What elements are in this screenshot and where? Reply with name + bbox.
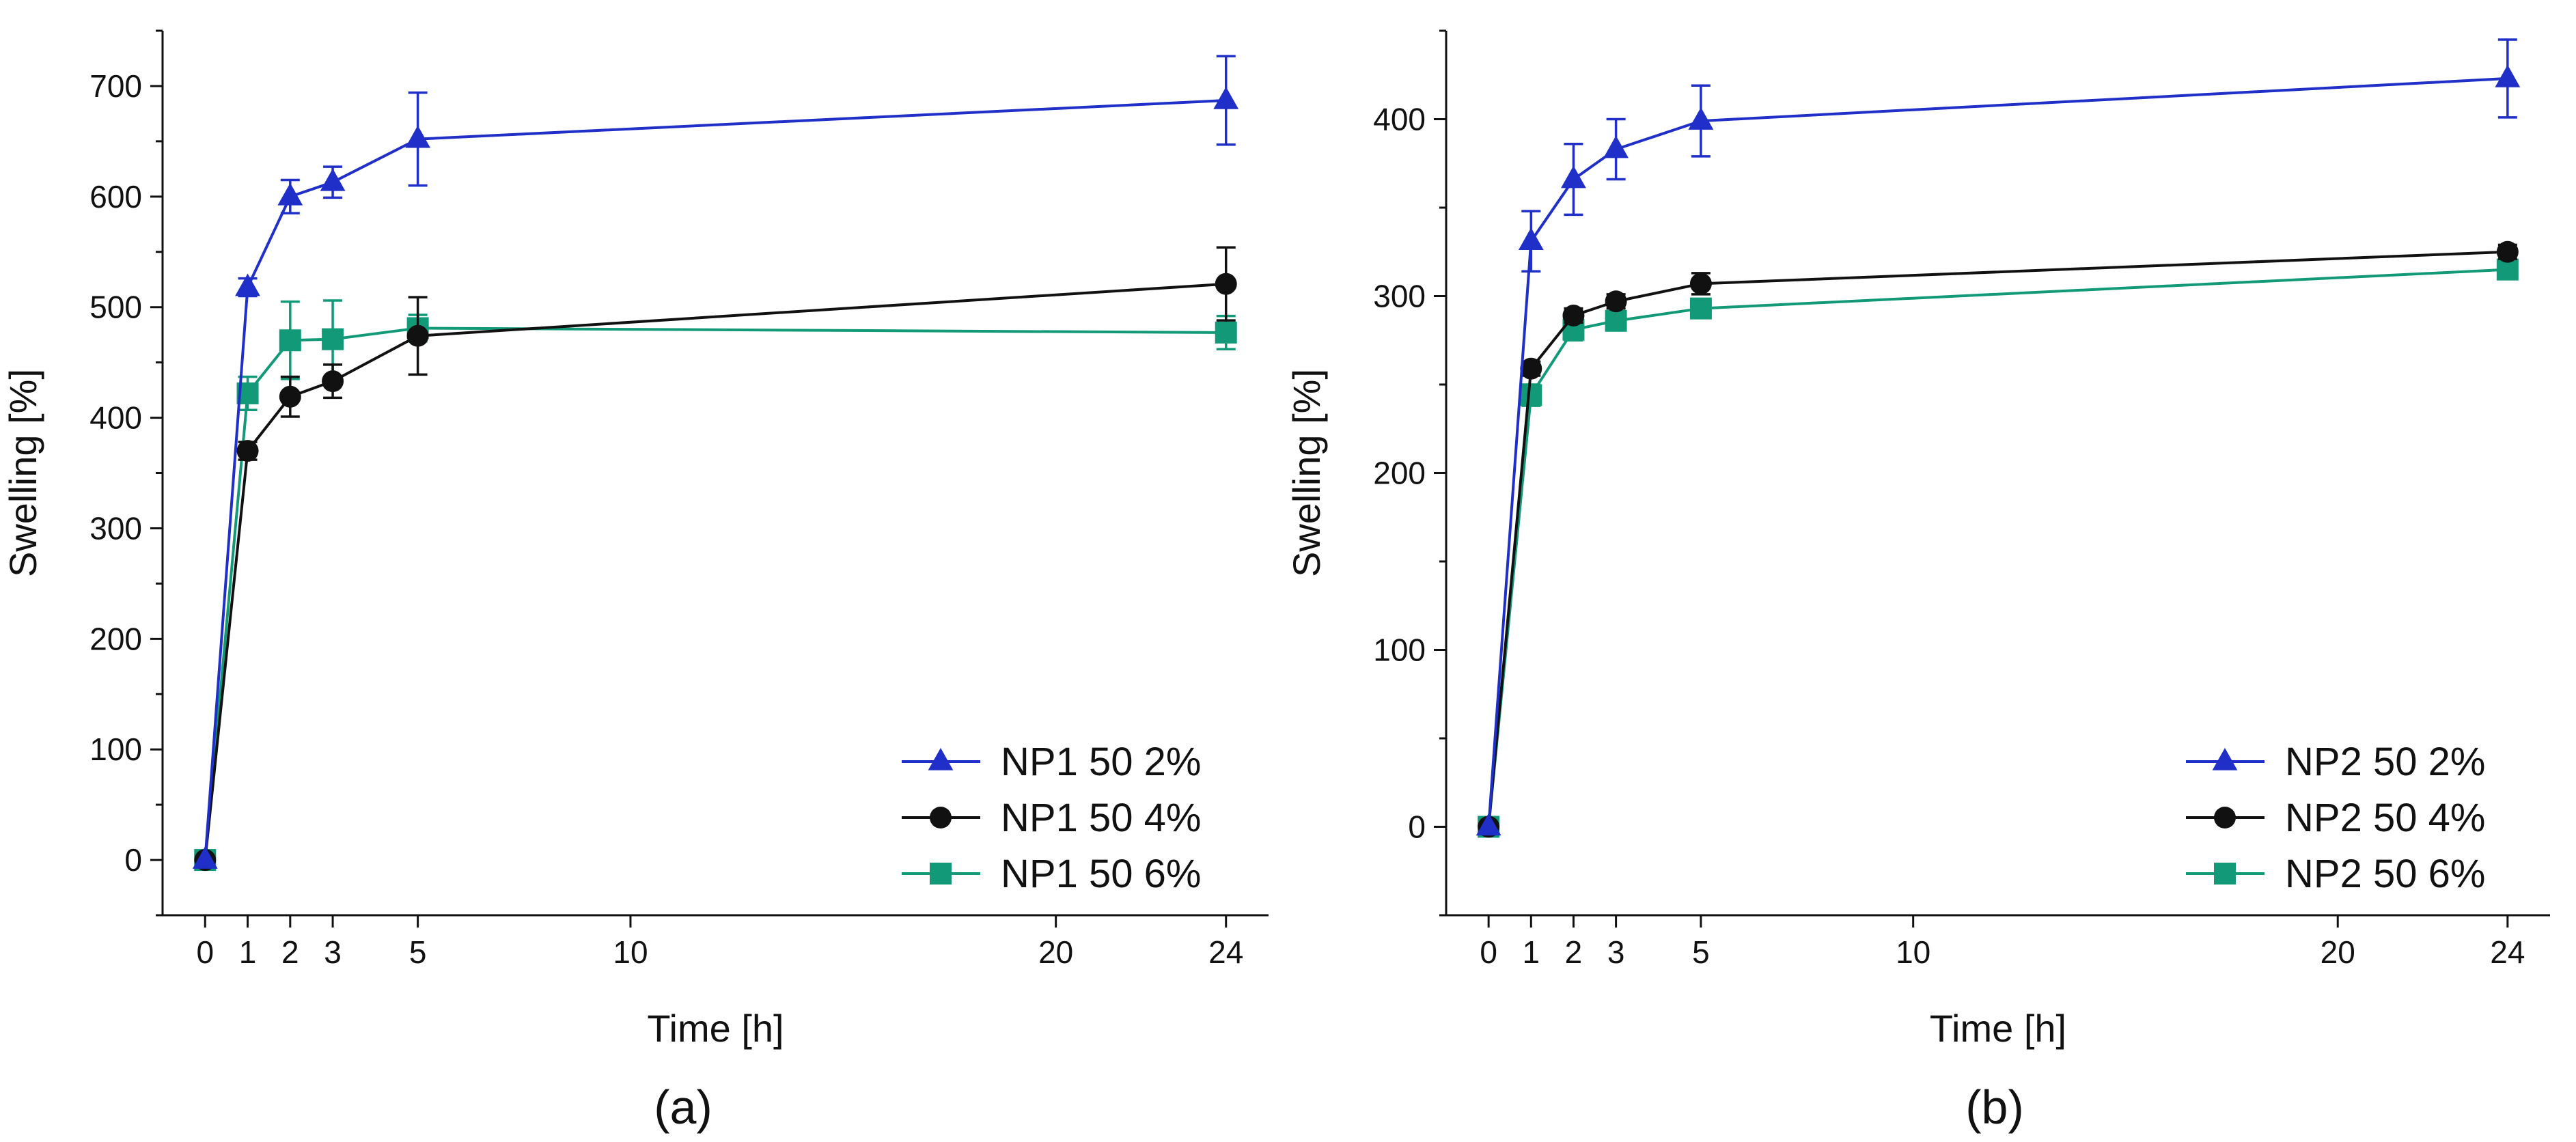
panel-a-legend-marker xyxy=(928,748,954,770)
panel-a-data-point xyxy=(320,168,346,191)
panel-b-legend-marker xyxy=(2214,807,2236,828)
panel-a-y-tick-label: 500 xyxy=(89,290,142,325)
panel-a-legend-marker xyxy=(930,807,952,828)
panel-a-x-tick-label: 1 xyxy=(239,934,257,970)
panel-b-data-point xyxy=(1605,290,1627,313)
panel-b-x-tick-label: 10 xyxy=(1896,934,1930,970)
panel-a-x-tick-label: 20 xyxy=(1038,934,1073,970)
panel-b-caption: (b) xyxy=(1965,1081,2024,1134)
panel-a-series-line xyxy=(204,98,1226,861)
panel-a-y-tick-label: 200 xyxy=(89,621,142,656)
panel-a-data-point xyxy=(322,370,344,393)
panel-b-data-point xyxy=(1476,813,1501,836)
panel-b-legend-label: NP2 50 2% xyxy=(2285,740,2485,784)
panel-b-data-point xyxy=(1520,357,1542,380)
panel-a-data-point xyxy=(277,182,303,206)
panel-b-data-point xyxy=(1562,304,1585,326)
panel-a-data-point xyxy=(322,328,344,350)
panel-b-series-line xyxy=(1487,76,2508,827)
panel-b-data-point xyxy=(1688,107,1714,130)
panel-a-caption: (a) xyxy=(654,1081,712,1134)
panel-b-data-point xyxy=(1603,135,1629,158)
panel-b-y-tick-label: 300 xyxy=(1373,279,1426,314)
panel-a-data-point xyxy=(406,324,429,347)
panel-a-y-tick-label: 300 xyxy=(89,510,142,546)
panel-b-legend-label: NP2 50 6% xyxy=(2285,852,2485,896)
panel-a-x-tick-label: 2 xyxy=(281,934,299,970)
panel-b-x-tick-label: 3 xyxy=(1607,934,1625,970)
panel-b-data-point xyxy=(1605,309,1627,332)
panel-a-y-axis-label: Swelling [%] xyxy=(1,369,44,577)
panel-b-data-point xyxy=(1520,384,1542,406)
panel-b-legend-marker xyxy=(2214,863,2236,885)
panel-b-y-tick-label: 100 xyxy=(1373,632,1426,668)
panel-b-legend-marker xyxy=(2212,748,2238,770)
panel-a-data-point xyxy=(1213,86,1239,109)
panel-b-x-tick-label: 20 xyxy=(2321,934,2355,970)
panel-b-y-tick-label: 400 xyxy=(1373,102,1426,137)
panel-a-y-tick-label: 700 xyxy=(89,68,142,104)
panel-a-data-point xyxy=(405,125,431,148)
panel-a-y-tick-label: 400 xyxy=(89,400,142,436)
panel-a-legend-label: NP1 50 2% xyxy=(1001,740,1201,784)
panel-a-x-tick-label: 10 xyxy=(613,934,648,970)
panel-a-series-line xyxy=(204,326,1226,861)
panel-b-data-point xyxy=(1518,227,1544,251)
panel-b-x-tick-label: 2 xyxy=(1565,934,1583,970)
panel-b-series-line xyxy=(1487,250,2508,827)
panel-a-data-point xyxy=(192,846,218,869)
panel-a-legend-label: NP1 50 4% xyxy=(1001,796,1201,840)
panel-a-data-point xyxy=(279,329,301,352)
panel-a-y-tick-label: 0 xyxy=(124,842,142,878)
panel-b-x-axis-label: Time [h] xyxy=(1930,1007,2066,1050)
panel-a-x-tick-label: 5 xyxy=(409,934,427,970)
panel-a-y-tick-label: 100 xyxy=(89,732,142,767)
panel-a-legend-marker xyxy=(930,863,952,885)
panel-b-data-point xyxy=(1689,273,1712,295)
panel-a-data-point xyxy=(236,440,259,462)
panel-b-series-line xyxy=(1487,268,2508,827)
panel-a-x-axis-label: Time [h] xyxy=(647,1007,784,1050)
panel-b-data-point xyxy=(2496,240,2519,263)
panel-b-data-point xyxy=(1561,165,1586,189)
panel-a-data-point xyxy=(1215,273,1237,295)
panel-b-data-point xyxy=(1689,297,1712,320)
panel-a-y-tick-label: 600 xyxy=(89,179,142,214)
panel-b-data-point xyxy=(2495,64,2521,87)
panel-a-data-point xyxy=(1215,321,1237,344)
panel-a-data-point xyxy=(279,385,301,408)
panel-b-legend-label: NP2 50 4% xyxy=(2285,796,2485,840)
panel-b-x-tick-label: 1 xyxy=(1523,934,1540,970)
panel-a-x-tick-label: 24 xyxy=(1208,934,1243,970)
panel-b-y-axis-label: Swelling [%] xyxy=(1285,369,1328,577)
panel-b-x-tick-label: 0 xyxy=(1480,934,1497,970)
panel-a-data-point xyxy=(235,273,260,296)
panel-a-x-tick-label: 3 xyxy=(324,934,342,970)
panel-a-series-line xyxy=(204,282,1226,861)
panel-b-y-tick-label: 0 xyxy=(1408,809,1426,845)
panel-a-legend-label: NP1 50 6% xyxy=(1001,852,1201,896)
panel-b-y-tick-label: 200 xyxy=(1373,456,1426,491)
panel-a-x-tick-label: 0 xyxy=(196,934,214,970)
panel-b-x-tick-label: 24 xyxy=(2490,934,2525,970)
panel-b-x-tick-label: 5 xyxy=(1692,934,1710,970)
